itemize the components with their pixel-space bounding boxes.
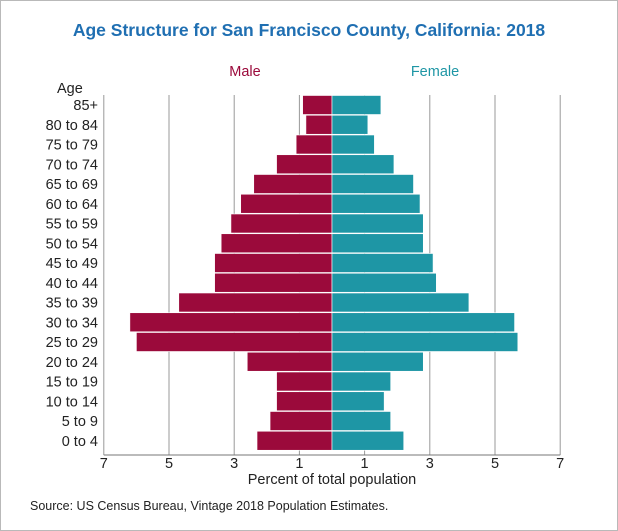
bar-female <box>331 134 375 155</box>
bar-female <box>331 312 515 333</box>
age-group-label: 0 to 4 <box>62 434 98 450</box>
bar-male <box>129 312 333 333</box>
bar-female <box>331 391 385 412</box>
bar-female <box>331 154 395 175</box>
legend-female: Female <box>410 64 460 80</box>
bar-male <box>253 174 333 194</box>
x-tick-label: 1 <box>295 456 303 472</box>
bar-male <box>230 213 333 234</box>
bar-male <box>276 391 333 412</box>
x-tick-label: 5 <box>491 456 499 472</box>
legend-male: Male <box>229 64 261 80</box>
bar-male <box>246 351 333 372</box>
bar-female <box>331 351 424 372</box>
bar-male <box>178 292 333 313</box>
bar-male <box>269 411 333 431</box>
x-tick-label: 3 <box>426 456 434 472</box>
x-tick-label: 5 <box>165 456 173 472</box>
age-group-label: 30 to 34 <box>46 315 98 331</box>
bar-female <box>331 95 382 115</box>
bar-male <box>214 272 333 293</box>
age-group-label: 5 to 9 <box>62 414 98 430</box>
bar-female <box>331 411 391 431</box>
x-axis-label: Percent of total population <box>247 472 417 488</box>
bar-male <box>276 154 333 175</box>
age-group-label: 50 to 54 <box>46 236 98 252</box>
age-group-label: 45 to 49 <box>46 256 98 272</box>
bar-male <box>136 332 333 352</box>
age-group-label: 60 to 64 <box>46 197 98 213</box>
age-group-label: 15 to 19 <box>46 375 98 391</box>
age-group-label: 70 to 74 <box>46 157 98 173</box>
x-tick-label: 3 <box>230 456 238 472</box>
bar-female <box>331 430 405 451</box>
source-note: Source: US Census Bureau, Vintage 2018 P… <box>30 499 389 513</box>
bar-male <box>305 114 333 135</box>
bar-male <box>295 134 333 155</box>
bar-male <box>276 371 333 392</box>
bar-female <box>331 253 434 273</box>
age-group-label: 75 to 79 <box>46 138 98 154</box>
age-group-label: 55 to 59 <box>46 217 98 233</box>
x-tick-label: 7 <box>556 456 564 472</box>
bar-female <box>331 292 470 313</box>
bar-female <box>331 114 369 135</box>
bar-male <box>240 193 333 214</box>
age-group-label: 85+ <box>73 98 98 114</box>
chart-title: Age Structure for San Francisco County, … <box>72 20 546 40</box>
age-group-label: 25 to 29 <box>46 335 98 351</box>
age-group-label: 35 to 39 <box>46 296 98 312</box>
x-tick-label: 1 <box>361 456 369 472</box>
age-group-label: 80 to 84 <box>46 118 98 134</box>
bar-female <box>331 193 421 214</box>
x-tick-label: 7 <box>100 456 108 472</box>
bar-female <box>331 332 519 352</box>
age-group-label: 65 to 69 <box>46 177 98 193</box>
age-group-label: 40 to 44 <box>46 276 98 292</box>
bar-female <box>331 371 391 392</box>
bar-female <box>331 174 414 194</box>
age-group-label: 10 to 14 <box>46 394 98 410</box>
bar-male <box>214 253 333 273</box>
bar-male <box>302 95 333 115</box>
bar-female <box>331 272 437 293</box>
bar-male <box>220 233 333 254</box>
age-group-label: 20 to 24 <box>46 355 98 371</box>
bar-male <box>256 430 333 451</box>
bar-female <box>331 213 424 234</box>
y-axis-label: Age <box>57 81 83 97</box>
bar-female <box>331 233 424 254</box>
